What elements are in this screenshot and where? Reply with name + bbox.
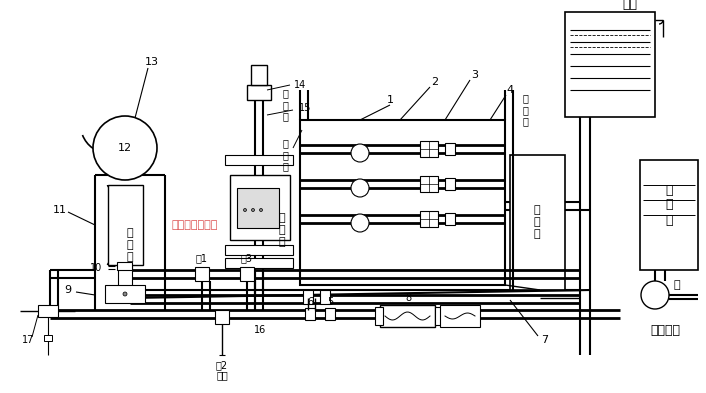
- Text: 回
水
池: 回 水 池: [279, 213, 285, 246]
- Bar: [640, 160, 698, 270]
- Text: 阀3: 阀3: [241, 253, 253, 263]
- Text: 放空: 放空: [216, 370, 228, 380]
- Bar: [420, 141, 438, 157]
- Text: 1: 1: [386, 95, 393, 105]
- Text: 14: 14: [294, 80, 306, 90]
- Text: 13: 13: [145, 57, 159, 67]
- Circle shape: [251, 209, 254, 211]
- Text: 泵: 泵: [673, 280, 680, 290]
- Text: 16: 16: [254, 325, 266, 335]
- Circle shape: [123, 292, 127, 296]
- Text: 阀2: 阀2: [216, 360, 228, 370]
- Text: 6: 6: [307, 297, 313, 307]
- Bar: [510, 155, 565, 290]
- Bar: [44, 335, 52, 341]
- Text: 5: 5: [327, 297, 333, 307]
- Text: 去
装
置: 去 装 置: [534, 206, 540, 239]
- Bar: [105, 285, 145, 303]
- Text: 8: 8: [405, 293, 411, 303]
- Text: 放
气
口: 放 气 口: [282, 138, 288, 172]
- Bar: [237, 188, 279, 228]
- Text: 10: 10: [90, 263, 102, 273]
- Bar: [247, 85, 271, 100]
- Bar: [305, 308, 315, 320]
- Bar: [251, 65, 267, 85]
- Text: 4: 4: [506, 85, 513, 95]
- Text: 放
气
口: 放 气 口: [282, 88, 288, 121]
- Bar: [320, 290, 330, 304]
- Bar: [445, 178, 455, 190]
- Bar: [325, 308, 335, 320]
- Bar: [445, 143, 455, 155]
- Bar: [108, 185, 143, 265]
- Bar: [440, 305, 480, 327]
- Text: 11: 11: [53, 205, 67, 215]
- Circle shape: [93, 116, 157, 180]
- Text: 回
水
池: 回 水 池: [665, 184, 673, 226]
- Text: 来自水池: 来自水池: [650, 323, 680, 336]
- Text: 3: 3: [472, 70, 479, 80]
- Bar: [420, 211, 438, 227]
- Bar: [380, 305, 435, 327]
- Bar: [230, 175, 290, 240]
- Text: 放
气
口: 放 气 口: [522, 94, 528, 127]
- Bar: [420, 176, 438, 192]
- Text: 阀1: 阀1: [196, 253, 208, 263]
- Circle shape: [641, 281, 669, 309]
- Circle shape: [260, 209, 263, 211]
- Circle shape: [244, 209, 246, 211]
- Bar: [195, 267, 209, 281]
- Text: 7: 7: [542, 335, 549, 345]
- Bar: [117, 262, 132, 270]
- Circle shape: [351, 144, 369, 162]
- Text: 12: 12: [118, 143, 132, 153]
- Bar: [435, 307, 443, 325]
- Text: 9: 9: [64, 285, 71, 295]
- Text: 17: 17: [22, 335, 34, 345]
- Text: 15: 15: [299, 103, 311, 113]
- Bar: [225, 245, 293, 255]
- Text: 回
水
池: 回 水 池: [126, 228, 133, 262]
- Text: 2: 2: [431, 77, 438, 87]
- Bar: [303, 290, 313, 304]
- Bar: [240, 267, 254, 281]
- Bar: [215, 310, 229, 324]
- Circle shape: [351, 179, 369, 197]
- Bar: [565, 12, 655, 117]
- Bar: [225, 258, 293, 268]
- Bar: [118, 265, 132, 287]
- Bar: [375, 307, 383, 325]
- Text: 水塔: 水塔: [623, 0, 638, 11]
- Bar: [38, 305, 58, 317]
- Bar: [300, 120, 505, 285]
- Circle shape: [351, 214, 369, 232]
- Bar: [445, 213, 455, 225]
- Text: 江苏华二计量厂: 江苏华二计量厂: [172, 220, 218, 230]
- Bar: [225, 155, 293, 165]
